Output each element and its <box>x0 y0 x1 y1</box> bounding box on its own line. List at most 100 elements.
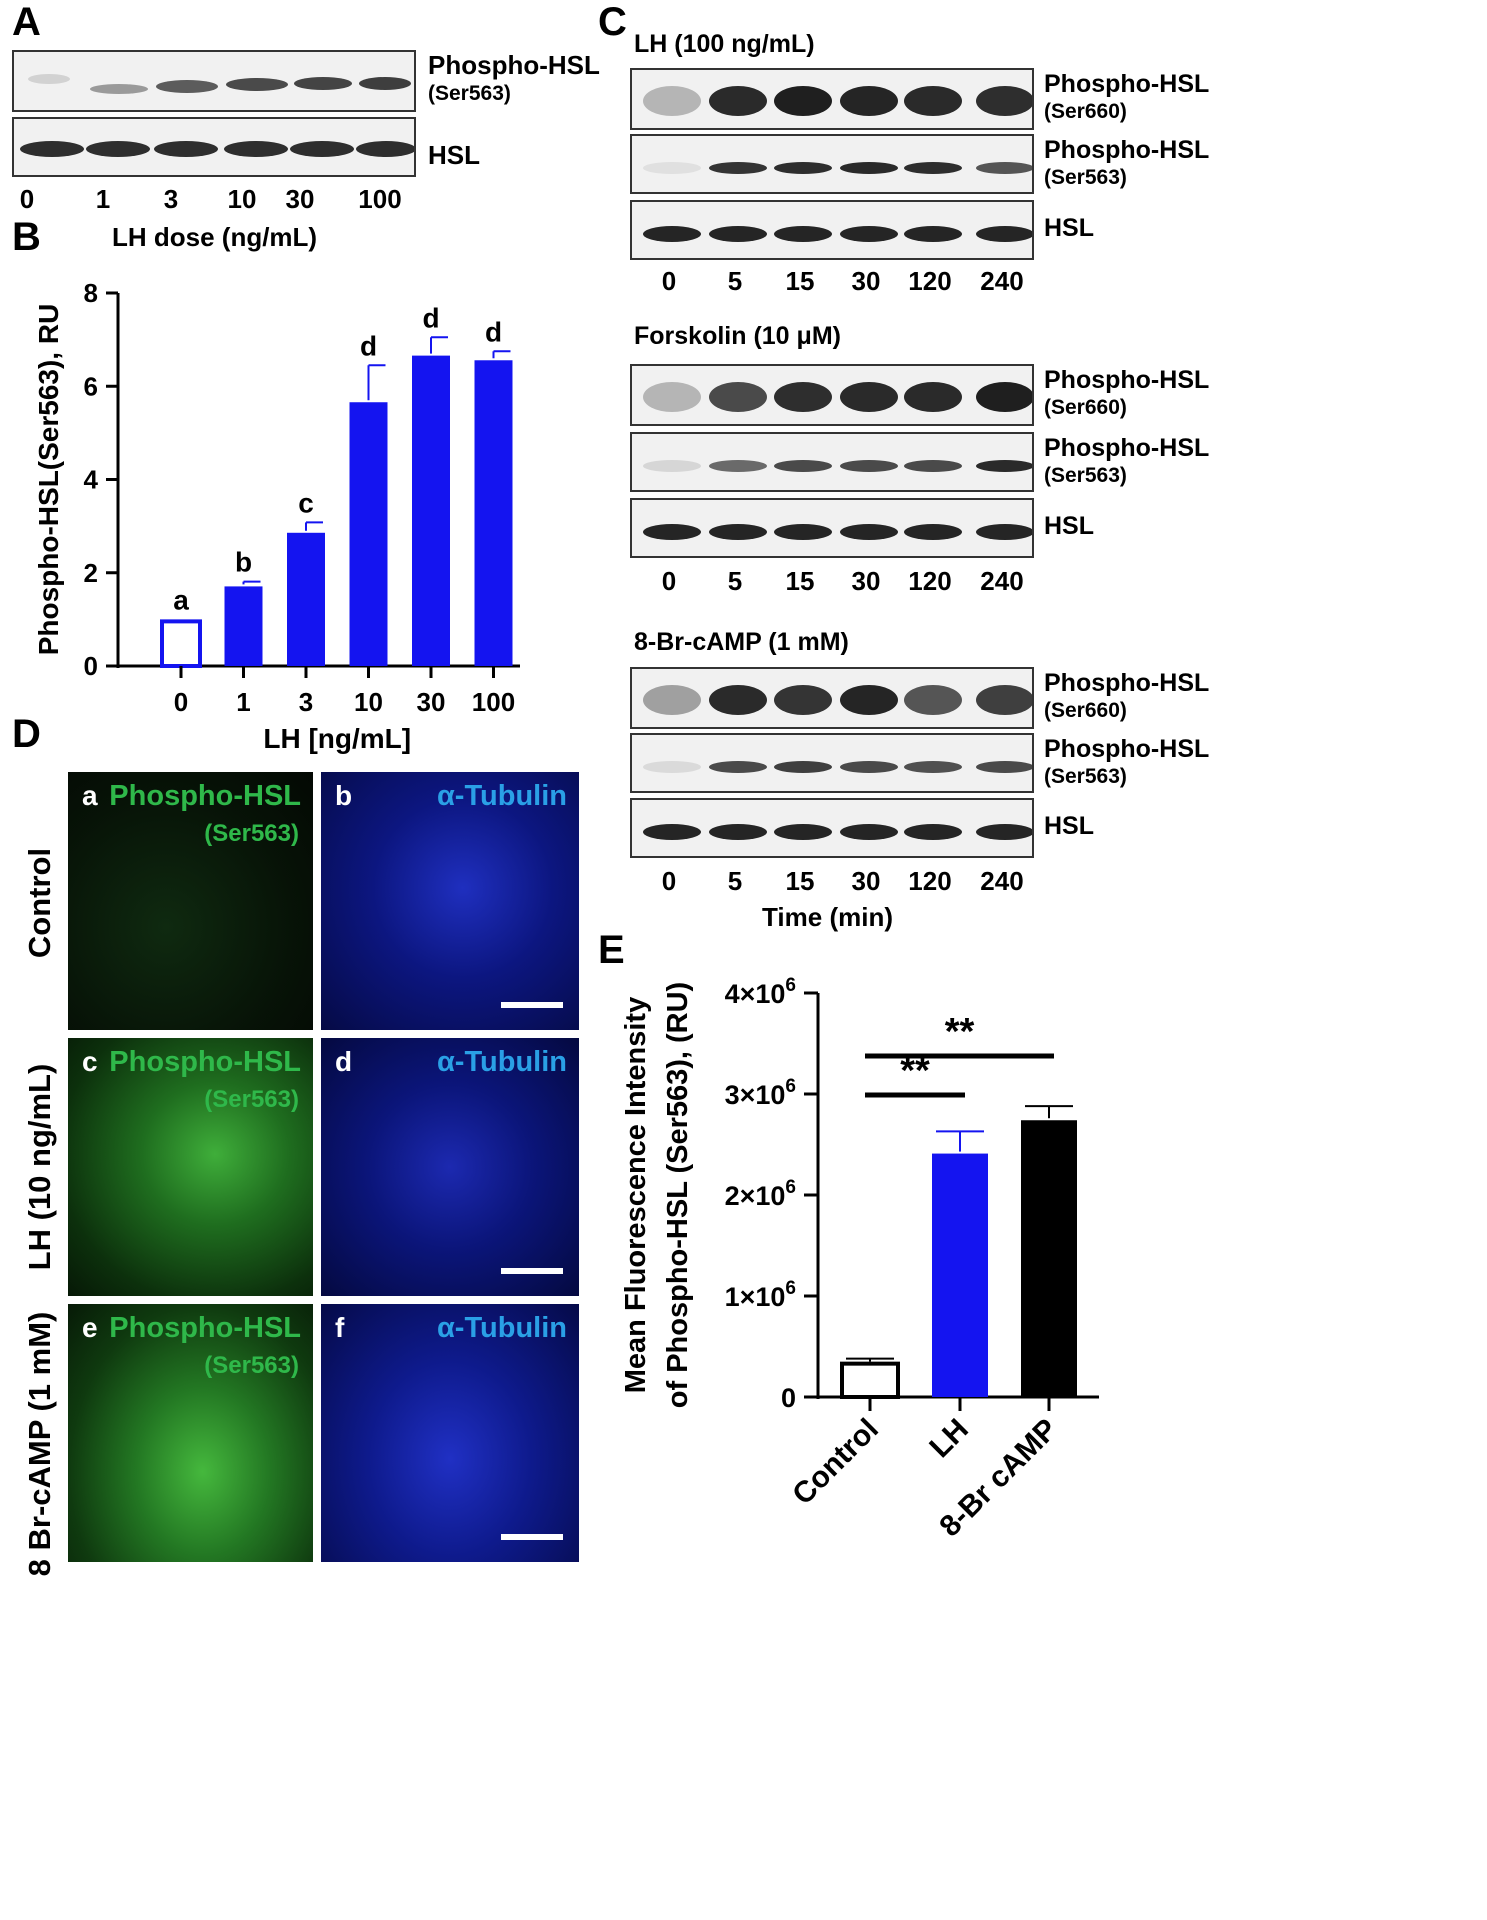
blot-band <box>976 685 1032 715</box>
blot-band <box>904 685 962 715</box>
blot-band <box>904 460 962 472</box>
blot-c-row-label: Phospho-HSL <box>1044 136 1210 164</box>
panel-letter-a: A <box>12 0 41 44</box>
blot-band <box>840 460 898 472</box>
blot-c-row-label: Phospho-HSL <box>1044 434 1210 462</box>
blot-band <box>774 460 832 472</box>
blot-a-lane-label: 100 <box>358 184 402 214</box>
bar <box>932 1153 988 1397</box>
row-label-control: Control <box>22 847 57 959</box>
blot-band <box>840 824 898 840</box>
blot-a-lane-label: 30 <box>285 184 315 214</box>
bar <box>160 619 202 668</box>
blot-c-row-site: (Ser563) <box>1044 765 1127 788</box>
blot-c-lane-label: 120 <box>908 866 952 896</box>
micrograph-letter: c <box>82 1046 98 1077</box>
micrograph-stain: α-Tubulin <box>436 780 567 812</box>
blot-c-row-site: (Ser660) <box>1044 699 1127 722</box>
blot-c-title: 8-Br-cAMP (1 mM) <box>634 628 849 656</box>
micrograph-letter: a <box>82 780 98 811</box>
blot-band <box>709 761 767 773</box>
x-tick-label: LH <box>923 1413 975 1465</box>
y-tick-label: 4 <box>84 465 99 495</box>
scale-bar <box>501 1534 563 1540</box>
blot-band <box>774 86 832 116</box>
blot-c-row-label: Phospho-HSL <box>1044 366 1210 394</box>
blot-c-xlabel: Time (min) <box>762 902 893 932</box>
blot-band <box>643 685 701 715</box>
blot-c-row-site: (Ser563) <box>1044 464 1127 487</box>
panel-letter-e: E <box>598 928 625 972</box>
micrograph-stain: α-Tubulin <box>436 1312 567 1344</box>
blot-band <box>774 226 832 242</box>
row-label-8br: 8 Br-cAMP (1 mM) <box>22 1311 57 1577</box>
blot-band <box>709 86 767 116</box>
blot-c-lane-label: 15 <box>785 866 815 896</box>
blot-c-lane-label: 120 <box>908 566 952 596</box>
y-tick-label: 1×106 <box>725 1278 796 1312</box>
significance-letter: a <box>173 584 189 615</box>
y-axis-label: of Phospho-HSL (Ser563), (RU) <box>662 982 694 1408</box>
blot-band <box>976 162 1032 174</box>
blot-a-lane-label: 0 <box>19 184 35 214</box>
blot-c-row <box>630 798 1034 858</box>
y-tick-label: 4×106 <box>725 975 796 1009</box>
blot-c-row-site: (Ser660) <box>1044 396 1127 419</box>
blot-band <box>840 162 898 174</box>
blot-c-title: Forskolin (10 μM) <box>634 322 841 350</box>
x-tick-label: 30 <box>417 687 446 717</box>
blot-band <box>976 761 1032 773</box>
blot-band <box>904 226 962 242</box>
blot-a-phospho-label: Phospho-HSL <box>428 50 600 80</box>
blot-c-lane-label: 240 <box>980 866 1024 896</box>
y-tick-label: 0 <box>84 651 98 681</box>
blot-c-row-site: (Ser660) <box>1044 100 1127 123</box>
blot-c-row <box>630 68 1034 130</box>
blot-c-row <box>630 498 1034 558</box>
blot-c-row-label: HSL <box>1044 512 1094 540</box>
blot-band <box>643 460 701 472</box>
blot-a-lane-label: 3 <box>163 184 179 214</box>
x-tick-label: 1 <box>236 687 250 717</box>
blot-band <box>904 86 962 116</box>
bar <box>474 360 513 666</box>
micrograph-a: a Phospho-HSL (Ser563) <box>66 770 315 1032</box>
blot-band <box>976 86 1032 116</box>
y-axis-label: Phospho-HSL(Ser563), RU <box>33 304 64 656</box>
micrograph-stain: Phospho-HSL <box>109 1046 301 1078</box>
micrograph-e: e Phospho-HSL (Ser563) <box>66 1302 315 1564</box>
scale-bar <box>501 1002 563 1008</box>
blot-band <box>904 761 962 773</box>
panel-letter-d: D <box>12 712 41 756</box>
blot-band <box>976 460 1032 472</box>
blot-band <box>774 824 832 840</box>
micrograph-stain: Phospho-HSL <box>109 1312 301 1344</box>
blot-c-lane-label: 5 <box>727 266 743 296</box>
blot-a-total <box>12 117 416 177</box>
y-tick-label: 2 <box>84 558 98 588</box>
blot-c-row-label: Phospho-HSL <box>1044 70 1210 98</box>
blot-band <box>904 824 962 840</box>
blot-band <box>643 524 701 540</box>
micrograph-letter: f <box>335 1312 345 1343</box>
y-axis-label: Mean Fluorescence Intensity <box>620 997 652 1393</box>
micrograph-stain-site: (Ser563) <box>204 820 299 847</box>
panel-c: LH (100 ng/mL) Phospho-HSL (Ser660) Phospho… <box>0 0 1487 940</box>
y-tick-label: 8 <box>84 278 98 308</box>
blot-band <box>840 226 898 242</box>
blot-c-lane-label: 15 <box>785 566 815 596</box>
blot-band <box>774 761 832 773</box>
blot-c-row-label: Phospho-HSL <box>1044 669 1210 697</box>
blot-band <box>904 162 962 174</box>
blot-band <box>774 685 832 715</box>
x-tick-label: 10 <box>354 687 383 717</box>
blot-c-title: LH (100 ng/mL) <box>634 30 815 58</box>
blot-band <box>840 761 898 773</box>
blot-c-lane-label: 0 <box>661 566 677 596</box>
panel-letter-c: C <box>598 0 627 44</box>
blot-a-phospho-site: (Ser563) <box>428 82 511 105</box>
significance-letter: d <box>485 316 502 347</box>
blot-c-row <box>630 134 1034 194</box>
bar <box>840 1361 900 1399</box>
